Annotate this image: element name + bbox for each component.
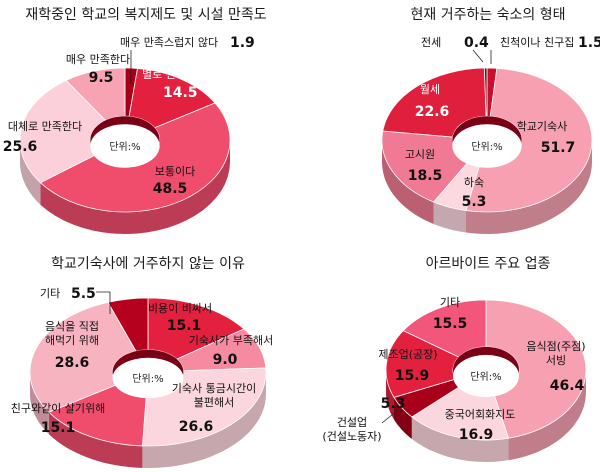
slice-label-3: 건설업 (건설노동자)5.3 [322, 396, 405, 443]
category-label: 학교기숙사 [517, 120, 568, 133]
slice-label-6: 기타 5.5 [40, 286, 111, 314]
unit-label: 단위:% [132, 372, 163, 385]
value-label: 15.5 [433, 316, 468, 332]
value-label: 5.3 [381, 396, 406, 412]
value-label: 5.3 [462, 194, 487, 210]
category-label: 친척이나 친구집 [500, 36, 574, 49]
category-label: 음식을 직접 해먹기 위해 [45, 320, 99, 347]
unit-label: 단위:% [109, 140, 140, 153]
category-label: 기숙사 통금시간이 불편해서 [172, 382, 256, 409]
slice-side [48, 412, 143, 468]
slice-label-5: 기타 15.5 [433, 296, 468, 332]
slice-label-1: 친척이나 친구집 1.5 [490, 35, 600, 64]
chart-title: 학교기숙사에 거주하지 않는 이유 [51, 256, 245, 272]
slice-label-4: 대체로 만족한다 25.6 [3, 120, 82, 155]
category-label: 별로 만족스럽지 않다 [142, 67, 240, 81]
chart-title: 재학중인 학교의 복지제도 및 시설 만족도 [25, 7, 266, 23]
slice-side [142, 372, 266, 468]
slice-label-5: 음식을 직접 해먹기 위해 28.6 [45, 320, 99, 371]
donut-hole [453, 354, 519, 398]
chart-title: 현재 거주하는 숙소의 형태 [410, 7, 565, 23]
slice-label-3: 보통이다 48.5 [153, 165, 196, 197]
slice-label-2: 중국어회화지도 16.9 [445, 408, 516, 443]
donut-hole [452, 124, 522, 168]
slice-side [30, 372, 49, 435]
value-label: 26.6 [179, 419, 214, 435]
value-label: 15.1 [41, 420, 76, 436]
value-label: 51.7 [541, 140, 576, 156]
value-label: 48.5 [153, 181, 188, 197]
unit-label: 단위:% [471, 140, 502, 153]
slice-side [466, 140, 592, 234]
donut-hole [90, 124, 160, 168]
slice-side [20, 140, 41, 205]
value-label: 0.4 [464, 35, 489, 51]
slice-side [382, 140, 434, 224]
category-label: 매우 만족스럽지 않다 [120, 35, 218, 49]
category-label: 대체로 만족한다 [8, 120, 82, 133]
leader-line [472, 49, 484, 63]
value-label: 25.6 [3, 139, 38, 155]
category-label: 비용이 비싸서 [148, 302, 212, 315]
value-label: 22.6 [415, 104, 450, 120]
slice-label-4: 친구와같이 살기위해 15.1 [11, 401, 106, 436]
slice-label-1: 비용이 비싸서 15.1 [148, 302, 212, 334]
unit-label: 단위:% [470, 370, 501, 383]
value-label: 14.5 [163, 85, 198, 101]
value-label: 9.5 [89, 70, 114, 86]
chart-part-time-job-types: 아르바이트 주요 업종 단위:% 음식점(주점) 서빙 46.4 중국어회화지도 16.9… [322, 256, 587, 462]
category-label: 기타 [440, 296, 460, 309]
slice-label-4: 고시원 18.5 [405, 148, 442, 184]
value-label: 18.5 [408, 168, 443, 184]
value-label: 15.1 [167, 318, 202, 334]
category-label: 고시원 [405, 148, 435, 161]
donut-hole [112, 357, 184, 399]
slice-label-5: 매우 만족한다 9.5 [66, 53, 130, 86]
slice-label-2: 학교기숙사 51.7 [517, 120, 576, 156]
category-label: 음식점(주점) 서빙 [526, 340, 585, 367]
category-label: 전세 [421, 36, 441, 49]
value-label: 5.5 [71, 286, 96, 302]
category-label: 건설업 (건설노동자) [322, 416, 381, 443]
category-label: 매우 만족한다 [66, 53, 130, 66]
slice-label-4: 제조업(공장) 15.9 [378, 348, 437, 384]
slice-side [411, 416, 509, 462]
category-label: 친구와같이 살기위해 [11, 401, 106, 415]
slice-label-3: 기숙사 통금시간이 불편해서 26.6 [172, 382, 256, 435]
leader-line [96, 291, 111, 314]
value-label: 9.0 [213, 352, 238, 368]
slice-side [394, 397, 412, 439]
value-label: 1.5 [578, 35, 600, 51]
category-label: 월세 [420, 83, 440, 96]
slice-label-5: 월세 22.6 [415, 83, 450, 120]
chart-school-welfare-satisfaction: 재학중인 학교의 복지제도 및 시설 만족도 단위:% 매우 만족스럽지 않다 1.… [3, 7, 267, 234]
value-label: 46.4 [550, 378, 585, 394]
slice-label-3: 하숙 5.3 [462, 175, 487, 210]
category-label: 하숙 [464, 175, 484, 189]
value-label: 1.9 [230, 35, 255, 51]
category-label: 중국어회화지도 [445, 408, 516, 421]
category-label: 기숙사가 부족해서 [189, 333, 273, 347]
slice-label-1: 매우 만족스럽지 않다 1.9 [120, 35, 255, 84]
slice-side [508, 370, 586, 461]
value-label: 15.9 [395, 368, 430, 384]
slice-side [433, 202, 466, 233]
category-label: 기타 [40, 287, 60, 300]
category-label: 제조업(공장) [378, 348, 437, 361]
chart-title: 아르바이트 주요 업종 [426, 256, 551, 272]
value-label: 16.9 [459, 427, 494, 443]
slice-label-6: 전세 0.4 [421, 35, 489, 63]
slice-side [40, 140, 231, 234]
leader-line [381, 409, 399, 424]
value-label: 28.6 [55, 355, 90, 371]
chart-current-housing-type: 현재 거주하는 숙소의 형태 단위:% 친척이나 친구집 1.5 학교기숙사 51.7 하… [381, 7, 600, 234]
slice-label-2: 기숙사가 부족해서 9.0 [189, 333, 273, 368]
slice-label-2: 별로 만족스럽지 않다 14.5 [142, 67, 240, 101]
slice-side [386, 370, 394, 420]
category-label: 보통이다 [155, 165, 195, 178]
slice-label-1: 음식점(주점) 서빙 46.4 [526, 340, 585, 394]
